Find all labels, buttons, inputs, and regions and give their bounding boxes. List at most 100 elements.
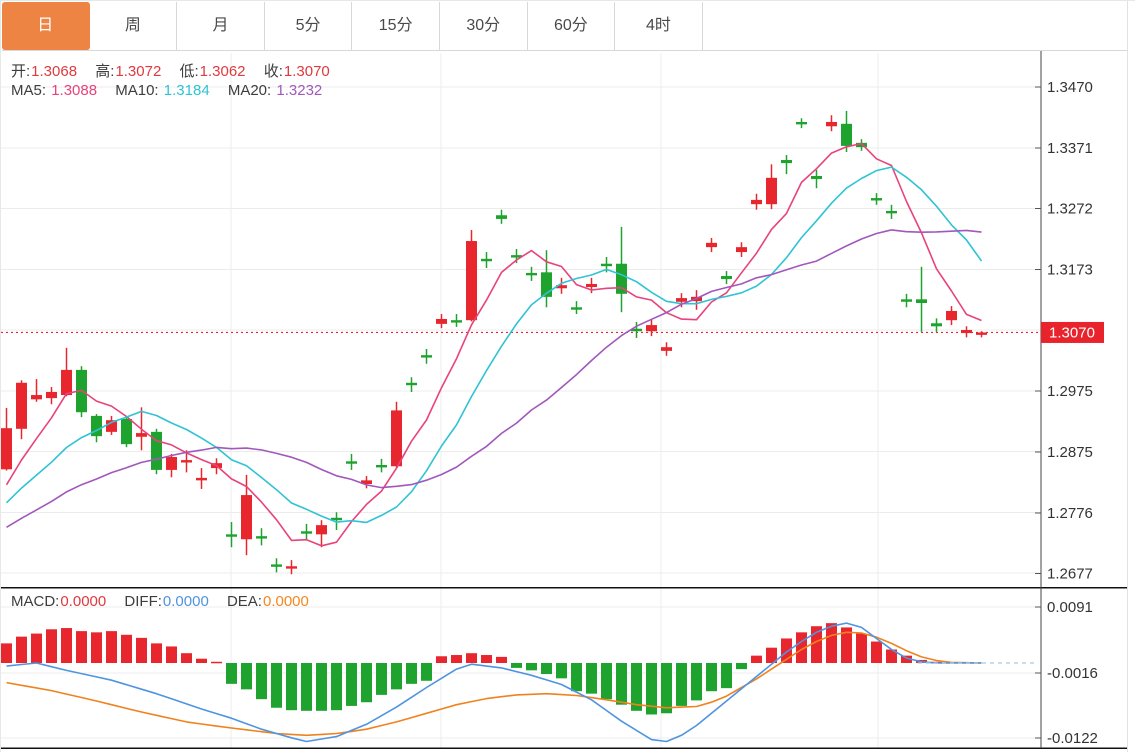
tab-week[interactable]: 周 [89, 2, 178, 50]
candle-body [796, 121, 807, 125]
candle-body [31, 395, 42, 400]
macd-bar [256, 663, 267, 700]
candle-body [586, 283, 597, 288]
close-value: 1.3070 [283, 63, 330, 80]
candle-body [316, 525, 327, 535]
candle-body [286, 566, 297, 569]
macd-bar [811, 626, 822, 663]
candle-body [226, 534, 237, 537]
candle-body [616, 263, 627, 294]
candle-body [481, 258, 492, 262]
macd-bar [496, 656, 507, 663]
tab-15min[interactable]: 15分 [352, 2, 440, 50]
candle-body [181, 460, 192, 463]
tab-day[interactable]: 日 [2, 2, 90, 50]
candle-body [376, 465, 387, 468]
last-price-badge: 1.3070 [1041, 321, 1104, 343]
candle-body [976, 332, 987, 335]
macd-bar [31, 633, 42, 663]
candle-body [196, 477, 207, 481]
macd-bar [751, 655, 762, 663]
macd-bar [796, 632, 807, 663]
tabbar-spacer [702, 2, 1127, 50]
ohlc-legend: 开:1.3068 高:1.3072 低:1.3062 收:1.3070 [11, 60, 344, 81]
candle-body [601, 263, 612, 267]
candle-body [856, 142, 867, 148]
candle-body [721, 276, 732, 280]
ma20-value: 1.3232 [276, 82, 323, 99]
macd-bar [721, 663, 732, 689]
macd-bar [826, 623, 837, 663]
macd-bar [316, 663, 327, 711]
tab-week-label: 周 [124, 17, 141, 34]
macd-bar [151, 643, 162, 663]
macd-bar [646, 663, 657, 715]
candle-body [841, 123, 852, 146]
tab-60min[interactable]: 60分 [527, 2, 616, 50]
candle-body [346, 461, 357, 464]
candle-body [166, 457, 177, 470]
macd-bar [286, 663, 297, 711]
candle-body [541, 272, 552, 297]
candle-body [1, 428, 12, 470]
candle-body [361, 480, 372, 485]
candle-body [661, 347, 672, 351]
candle-body [751, 199, 762, 205]
candle-body [496, 215, 507, 219]
macd-bar [691, 663, 702, 701]
tab-month[interactable]: 月 [177, 2, 265, 50]
macd-bar [856, 633, 867, 663]
macd-bar [376, 663, 387, 695]
diff-label: DIFF: [124, 593, 162, 610]
ma-legend: MA5: 1.3088 MA10: 1.3184 MA20: 1.3232 [11, 82, 336, 99]
macd-bar [706, 663, 717, 692]
macd-bar [511, 663, 522, 668]
high-label: 高: [95, 63, 115, 80]
tab-5min-label: 5分 [295, 17, 321, 34]
candle-body [766, 177, 777, 205]
macd-bar [616, 663, 627, 705]
candle-body [151, 431, 162, 470]
diff-value: 0.0000 [162, 593, 209, 610]
macd-label: MACD: [11, 593, 60, 610]
macd-bar [211, 661, 222, 664]
interval-tabbar: 日 周 月 5分 15分 30分 60分 4时 [2, 2, 1127, 51]
candle-body [121, 418, 132, 445]
macd-bar [901, 655, 912, 663]
candle-body [781, 160, 792, 164]
candle-body [946, 310, 957, 321]
macd-bar [886, 649, 897, 663]
candle-body [931, 323, 942, 327]
macd-bar [631, 663, 642, 711]
macd-value: 0.0000 [60, 593, 107, 610]
candle-body [901, 299, 912, 302]
macd-bar [166, 646, 177, 663]
tab-5min[interactable]: 5分 [264, 2, 353, 50]
axis-tick-label: 1.2776 [1047, 505, 1093, 522]
ma10-label: MA10: [115, 82, 159, 99]
low-label: 低: [179, 63, 199, 80]
tab-month-label: 月 [212, 17, 229, 34]
candle-body [571, 307, 582, 310]
ma20-line [6, 229, 982, 528]
macd-bar [451, 655, 462, 663]
macd-bar [781, 638, 792, 663]
macd-bar [556, 663, 567, 679]
tab-4hour[interactable]: 4时 [615, 2, 703, 50]
candle-body [391, 410, 402, 467]
tab-30min[interactable]: 30分 [439, 2, 528, 50]
candle-body [271, 564, 282, 567]
candle-body [421, 355, 432, 358]
axis-tick-label: 1.2677 [1047, 566, 1093, 583]
ma10-line [5, 166, 983, 524]
macd-bar [181, 653, 192, 663]
candle-body [406, 382, 417, 386]
candle-body [676, 298, 687, 302]
candle-body [136, 433, 147, 437]
axis-tick-label: -0.0016 [1047, 665, 1098, 682]
macd-bar [121, 634, 132, 663]
macd-bar [601, 663, 612, 700]
candle-body [466, 241, 477, 321]
macd-bar [331, 663, 342, 711]
